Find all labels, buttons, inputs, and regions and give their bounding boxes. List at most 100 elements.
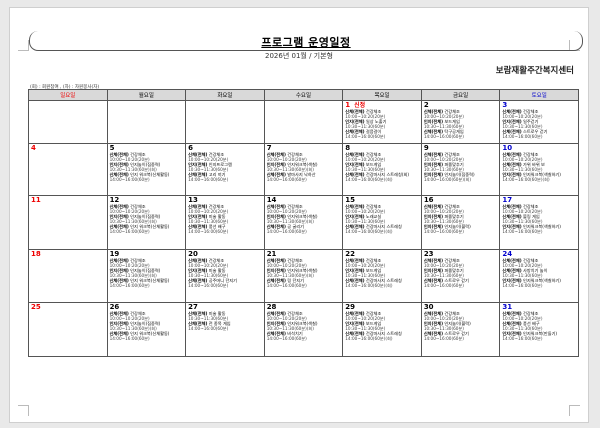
activity-category: 신체(전체): [266, 224, 286, 229]
crop-mark: [569, 405, 580, 416]
calendar-day-cell: 4: [28, 143, 108, 196]
day-number: 28: [266, 303, 277, 312]
activity-time: 10:00~10:20(20분): [502, 316, 543, 321]
calendar-day-cell: 1 신정 신체(전체) 건강체조 10:00~10:20(20분) 인지(전체) 일상 …: [342, 100, 422, 144]
activity-time: 14:00~16:00(60분): [188, 229, 229, 234]
activity-item: 신체(전체) 건강체조: [267, 311, 341, 316]
activity-time: 14:00~16:00(60분)(회): [345, 177, 393, 182]
calendar-day-cell: 25: [28, 302, 108, 357]
day-number: 13: [188, 196, 198, 205]
weekday-header: 수요일: [263, 89, 344, 101]
activity-item: 인지(전체) 인지워크북(색칠하기): [502, 278, 576, 283]
holiday-label: 신정: [354, 102, 366, 109]
activity-category: 신체(전체): [502, 311, 522, 316]
activity-name: 인지 워크북(신체활동): [130, 224, 170, 229]
activity-time: 14:00~16:00(60분): [423, 336, 464, 341]
day-number: 9: [423, 144, 429, 153]
calendar-week-row: 1 신정 신체(전체) 건강체조 10:00~10:20(20분) 인지(전체) 일상 …: [28, 100, 579, 144]
activity-time: 10:00~10:20(20분): [423, 157, 464, 162]
activity-category: 신체(전체): [423, 152, 444, 157]
activity-item: 신체(전체) 링 던지기: [267, 278, 341, 283]
activity-time: 10:00~10:20(20분): [345, 157, 386, 162]
activity-item: 신체(전체) 가위 바위 보: [502, 162, 576, 167]
day-number: 23: [423, 250, 434, 259]
activity-category: 신체(전체): [502, 204, 522, 209]
activity-item: 인지(전체) 인지워크북(색칠): [267, 162, 341, 167]
activity-time: 10:00~10:20(20분): [188, 263, 229, 268]
activity-name: 탁구공게임: [444, 129, 464, 134]
activity-category: 신체(전체): [109, 258, 129, 263]
activity-item: 신체(전체) 인지 워크북(신체활동): [110, 278, 184, 283]
activity-time: 10:00~10:20(20분): [109, 316, 150, 321]
day-number: 29: [345, 303, 355, 312]
calendar-day-cell: 16 신체(전체) 건강체조 10:00~10:20(20분) 인지(전체) 퍼즐맞추…: [420, 195, 501, 250]
activity-name: 전 종목 게임: [208, 321, 231, 326]
calendar-week-row: 4 5 신체(전체) 건강체조 10:00~10:20(20분) 인지(전체) 인지놀이…: [28, 143, 579, 196]
activity-time: 10:00~10:20(20분): [345, 316, 386, 321]
activity-item: 신체(전체) 인지 워크북(신체활동): [110, 172, 184, 177]
activity-name: 퍼즐맞추기: [444, 162, 464, 167]
activity-category: 신체(전체): [266, 311, 286, 316]
activity-time: 10:00~10:20(20분): [423, 114, 464, 119]
activity-category: 신체(전체): [188, 172, 208, 177]
activity-item: 신체(전체) 비석치기: [267, 331, 341, 336]
activity-item: 신체(전체) 건강체조: [267, 204, 341, 209]
calendar-day-cell: 3 신체(전체) 건강체조 10:00~10:20(20분) 인지(전체) 일주걷기 1…: [499, 100, 579, 144]
activity-time: 14:00~16:00(60분): [423, 283, 464, 288]
activity-time: 14:00~16:00(60분): [188, 283, 229, 288]
activity-name: 건강체조: [522, 258, 539, 263]
activity-time: 10:30~11:30(60분): [188, 167, 229, 172]
day-number: 21: [266, 250, 277, 259]
activity-name: 미술 활동: [208, 311, 226, 316]
activity-time: 10:30~11:30(60분): [423, 273, 464, 278]
activity-item: 신체(전체) 전 종목 게임: [188, 321, 262, 326]
activity-name: 가위 바위 보: [522, 162, 545, 167]
activity-item: 신체(전체) 건강체조: [424, 152, 498, 157]
activity-name: 건강마사지 스트레칭: [365, 278, 402, 283]
activity-time: 14:00~16:00(60분): [502, 229, 543, 234]
activity-name: 건강체조: [522, 152, 539, 157]
activity-name: 고리 끼기: [208, 172, 226, 177]
activity-time: 10:30~11:30(60분): [188, 219, 229, 224]
calendar-day-cell: 10 신체(전체) 건강체조 10:00~10:20(20분) 신체(전체) 가위 바…: [499, 143, 579, 196]
activity-name: 인지워크북(색칠하기): [522, 278, 561, 283]
activity-category: 신체(전체): [502, 321, 522, 326]
activity-category: 신체(전체): [266, 331, 286, 336]
weekday-header: 화요일: [185, 89, 265, 101]
activity-item: 인지(전체) 미술 활동: [188, 214, 262, 219]
activity-category: 신체(전체): [423, 331, 444, 336]
activity-item: 신체(전체) 인지 워크북(신체활동): [110, 224, 184, 229]
activity-item: 신체(전체) 건강체조: [502, 152, 576, 157]
activity-category: 인지(전체): [345, 119, 365, 124]
activity-item: 인지(전체) 보드게임: [424, 119, 498, 124]
activity-name: 인지놀이(집중력): [130, 321, 161, 326]
center-name: 보람재활주간복지센터: [495, 66, 574, 76]
activity-name: 일주걷기: [522, 119, 539, 124]
day-number: 4: [31, 144, 36, 153]
activity-name: 건강체조: [208, 258, 225, 263]
activity-time: 10:00~10:20(20분): [502, 263, 543, 268]
activity-item: 인지(전체) 퍼즐맞추기: [424, 214, 498, 219]
activity-category: 신체(전체): [423, 204, 444, 209]
activity-category: 신체(전체): [109, 331, 129, 336]
activity-item: 인지(전체) 퍼즐맞추기: [424, 268, 498, 273]
activity-name: 미술 활동: [208, 214, 226, 219]
activity-category: 신체(전체): [345, 109, 365, 114]
activity-item: 인지(전체) 보드게임: [345, 268, 419, 273]
activity-time: 14:00~16:00(60분)(회): [345, 336, 393, 341]
day-number: 2: [423, 101, 429, 110]
activity-item: 신체(전체) 건강체조: [267, 152, 341, 157]
activity-name: 미술 활동: [208, 268, 226, 273]
activity-item: 신체(전체) 발마사지 낙하산: [267, 172, 341, 177]
activity-time: 14:00~16:00(60분): [266, 177, 307, 182]
activity-category: 신체(전체): [266, 204, 286, 209]
activity-name: 건강마사지 스트레칭(회): [365, 172, 409, 177]
activity-item: 신체(전체) 걸음걸이: [345, 129, 419, 134]
activity-time: 10:30~11:30(60분): [423, 326, 464, 331]
activity-category: 인지(전체): [266, 321, 286, 326]
activity-time: 10:30~11:30(60분): [345, 124, 386, 129]
calendar-day-cell: 22 신체(전체) 건강체조 10:00~10:20(20분) 인지(전체) 보드게임…: [342, 249, 422, 303]
day-number: 17: [502, 196, 513, 205]
activity-category: 신체(전체): [502, 214, 522, 219]
activity-category: 인지(전체): [266, 268, 286, 273]
